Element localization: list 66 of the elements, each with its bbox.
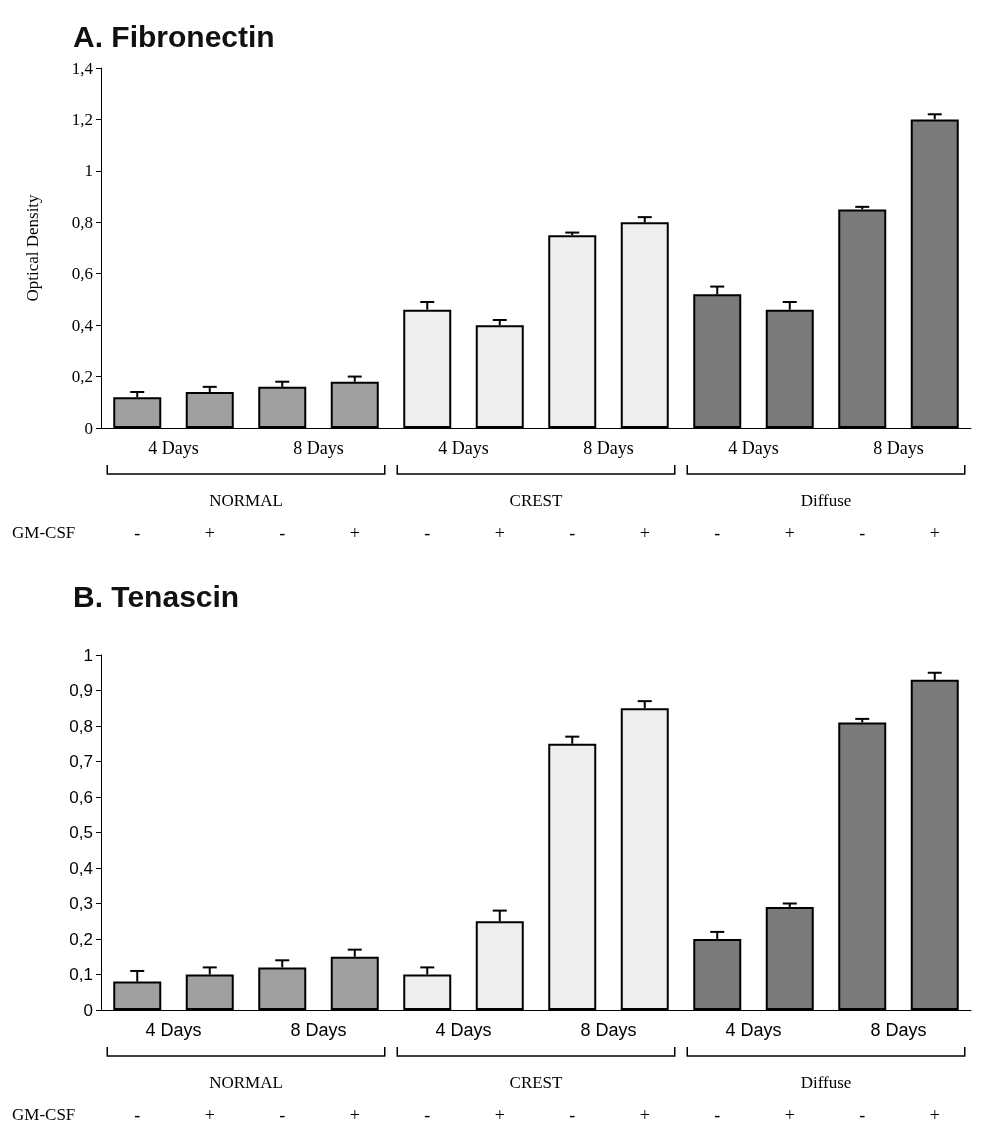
y-tick-label: 1 xyxy=(84,161,93,181)
y-tick-label: 0,8 xyxy=(69,716,93,736)
x-tick-label: - xyxy=(424,523,431,543)
x-tick-label: + xyxy=(494,523,505,543)
y-tick-label: 0,5 xyxy=(69,823,93,842)
x-tick-label: + xyxy=(349,1105,360,1125)
text: 8 Days xyxy=(870,1020,927,1040)
x-tick-label: - xyxy=(279,523,286,543)
y-tick-label: 0 xyxy=(84,418,93,438)
y-axis-title: Optical Density xyxy=(23,193,42,302)
y-tick-label: 0,1 xyxy=(69,965,93,984)
text: 8 Days xyxy=(293,438,344,458)
text: 4 Days xyxy=(438,438,489,458)
x-tick-label: - xyxy=(569,1105,576,1125)
y-tick-label: 0,4 xyxy=(71,315,94,335)
chart-title: B. Tenascin xyxy=(73,579,240,613)
text: 4 Days xyxy=(435,1020,492,1040)
x-tick-label: + xyxy=(639,1105,650,1125)
x-axis-title: GM-CSF xyxy=(12,1104,76,1124)
y-tick-label: 1 xyxy=(83,645,93,665)
x-tick-label: + xyxy=(204,523,215,543)
y-tick-label: 0,3 xyxy=(69,894,93,913)
x-tick-label: + xyxy=(494,1105,505,1125)
y-tick-label: 0,8 xyxy=(71,212,93,232)
y-tick-label: 0,9 xyxy=(69,681,93,700)
x-tick-label: - xyxy=(424,1105,431,1125)
text: NORMAL xyxy=(209,490,283,510)
x-tick-label: + xyxy=(349,523,360,543)
y-tick-label: 1,2 xyxy=(71,109,93,129)
x-tick-label: - xyxy=(859,1105,866,1125)
y-tick-label: 0,2 xyxy=(71,367,93,387)
x-tick-label: + xyxy=(929,1105,940,1125)
text: Diffuse xyxy=(800,490,852,510)
text: 8 Days xyxy=(290,1020,347,1040)
text: CREST xyxy=(509,490,564,510)
y-tick-label: 0,7 xyxy=(69,752,93,771)
text: 4 Days xyxy=(145,1020,202,1040)
text: 8 Days xyxy=(580,1020,637,1040)
x-tick-label: + xyxy=(784,1105,795,1125)
text: CREST xyxy=(509,1072,564,1092)
chart-title: A. Fibronectin xyxy=(73,19,275,53)
x-tick-label: - xyxy=(714,1105,721,1125)
x-tick-label: + xyxy=(204,1105,215,1125)
x-tick-label: - xyxy=(134,1105,141,1125)
text: NORMAL xyxy=(209,1072,283,1092)
x-tick-label: + xyxy=(929,523,940,543)
x-tick-label: - xyxy=(569,523,576,543)
text: 8 Days xyxy=(583,438,634,458)
text: 4 Days xyxy=(725,1020,782,1040)
x-axis-title: GM-CSF xyxy=(12,522,76,542)
text: Diffuse xyxy=(800,1072,852,1092)
text: 4 Days xyxy=(148,438,199,458)
x-tick-label: + xyxy=(784,523,795,543)
y-tick-label: 0,6 xyxy=(71,264,93,284)
text: 4 Days xyxy=(728,438,779,458)
y-tick-label: 1,4 xyxy=(71,58,94,78)
text: 8 Days xyxy=(873,438,924,458)
x-tick-label: - xyxy=(859,523,866,543)
y-tick-label: 0 xyxy=(83,1000,93,1020)
y-tick-label: 0,6 xyxy=(69,787,93,807)
x-tick-label: - xyxy=(134,523,141,543)
y-tick-label: 0,4 xyxy=(69,858,93,878)
x-tick-label: + xyxy=(639,523,650,543)
y-tick-label: 0,2 xyxy=(69,929,93,949)
x-tick-label: - xyxy=(279,1105,286,1125)
x-tick-label: - xyxy=(714,523,721,543)
